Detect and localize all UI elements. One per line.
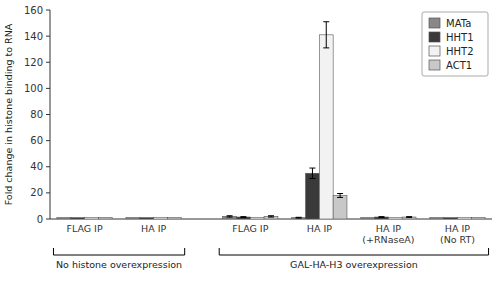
y-tick <box>46 10 50 11</box>
error-bar <box>406 216 412 218</box>
x-tick-label: FLAG IP <box>66 223 102 234</box>
bar <box>126 218 140 219</box>
x-tick-label: HA IP(+RNaseA) <box>362 223 414 245</box>
bar <box>402 217 416 219</box>
bar <box>375 217 389 219</box>
y-tick <box>46 219 50 220</box>
bar <box>444 218 458 219</box>
bar <box>57 218 71 219</box>
x-tick-label: HA IP(No RT) <box>440 223 475 245</box>
y-tick-label: 140 <box>24 31 43 42</box>
x-tick-label-line: FLAG IP <box>232 223 268 234</box>
error-bar <box>227 216 233 217</box>
bar <box>250 218 264 219</box>
error-bar <box>379 216 385 218</box>
legend-swatch <box>429 60 440 70</box>
legend: MATa HHT1 HHT2 ACT1 <box>422 12 488 76</box>
y-tick <box>46 88 50 89</box>
bar <box>236 217 250 219</box>
chart-container: 0 20 40 60 80 100 120 140 160 Fold change in hist… <box>0 0 500 281</box>
x-tick-label-line: HA IP <box>445 223 470 234</box>
bracket-label: GAL-HA-H3 overexpression <box>290 259 418 270</box>
bar <box>85 218 99 219</box>
y-tick <box>46 36 50 37</box>
x-axis: FLAG IPHA IPFLAG IPHA IPHA IP(+RNaseA)HA… <box>66 223 475 245</box>
bar <box>223 216 237 219</box>
x-tick-label: FLAG IP <box>232 223 268 234</box>
bracket <box>53 248 184 255</box>
legend-label: HHT2 <box>446 46 474 57</box>
y-tick-label: 80 <box>30 109 43 120</box>
bar <box>167 218 181 219</box>
error-bar <box>240 216 246 218</box>
bar <box>430 218 444 219</box>
legend-swatch <box>429 18 440 28</box>
series <box>98 194 485 219</box>
series <box>57 216 444 219</box>
series <box>71 168 458 219</box>
x-tick-label-line: HA IP <box>307 223 332 234</box>
bar <box>98 218 112 219</box>
x-tick-label-line: HA IP <box>141 223 166 234</box>
legend-swatch <box>429 46 440 56</box>
bar <box>292 218 306 219</box>
x-tick-label: HA IP <box>307 223 332 234</box>
x-tick-label-line: (+RNaseA) <box>362 234 414 245</box>
bar <box>388 218 402 219</box>
y-tick-label: 60 <box>30 135 43 146</box>
y-tick <box>46 166 50 167</box>
x-tick-label-line: FLAG IP <box>66 223 102 234</box>
bar <box>71 218 85 219</box>
y-tick-label: 160 <box>24 5 43 16</box>
bar <box>264 216 278 219</box>
error-bar <box>323 22 329 48</box>
y-tick-label: 0 <box>37 214 43 225</box>
y-axis: 0 20 40 60 80 100 120 140 160 <box>24 5 492 225</box>
error-bar <box>296 217 302 219</box>
bar <box>154 218 168 219</box>
y-tick-label: 40 <box>30 161 43 172</box>
bar <box>140 218 154 219</box>
bracket-label: No histone overexpression <box>56 259 182 270</box>
bar <box>319 35 333 219</box>
y-tick-label: 20 <box>30 187 43 198</box>
x-tick-label-line: (No RT) <box>440 234 475 245</box>
y-tick <box>46 140 50 141</box>
x-tick-label: HA IP <box>141 223 166 234</box>
chart-svg: 0 20 40 60 80 100 120 140 160 Fold change in hist… <box>0 0 500 281</box>
error-bar <box>309 168 315 178</box>
y-axis-line <box>50 10 51 219</box>
y-axis-label: Fold change in histone binding to RNA <box>3 23 14 205</box>
brackets: No histone overexpression GAL-HA-H3 overe… <box>53 248 488 270</box>
legend-label: MATa <box>446 18 471 29</box>
error-bar <box>337 194 343 198</box>
y-tick-label: 100 <box>24 83 43 94</box>
y-tick <box>46 192 50 193</box>
series <box>85 22 472 219</box>
legend-swatch <box>429 32 440 42</box>
bar <box>361 218 375 219</box>
legend-label: HHT1 <box>446 32 474 43</box>
bar <box>306 173 320 219</box>
plot-area <box>57 22 485 219</box>
bar <box>457 218 471 219</box>
bracket <box>219 248 488 255</box>
x-tick-label-line: HA IP <box>376 223 401 234</box>
bar <box>333 195 347 219</box>
y-tick <box>46 62 50 63</box>
error-bar <box>268 216 274 217</box>
legend-box <box>422 12 488 76</box>
legend-label: ACT1 <box>446 60 472 71</box>
y-tick-label: 120 <box>24 57 43 68</box>
bar <box>471 218 485 219</box>
y-tick <box>46 114 50 115</box>
